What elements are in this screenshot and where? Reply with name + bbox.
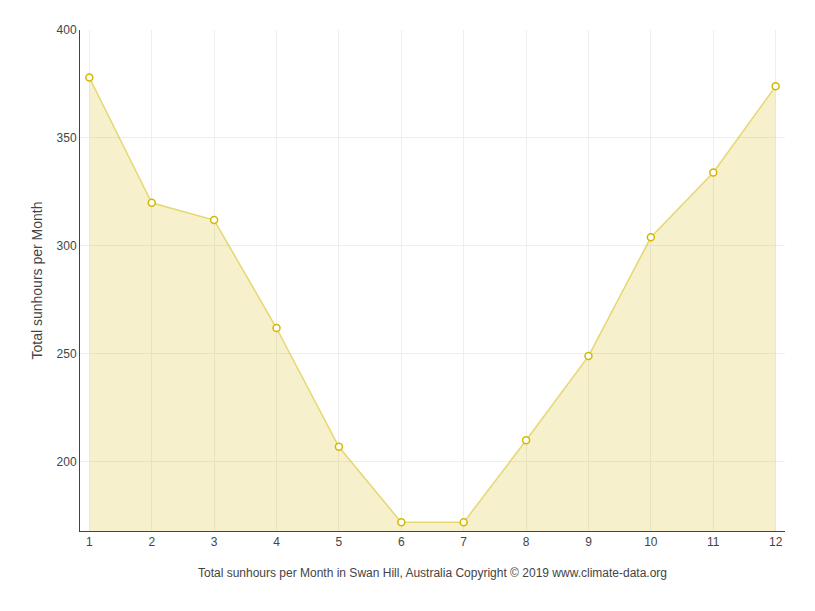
svg-text:5: 5 — [336, 535, 343, 549]
svg-text:Total sunhours per Month in Sw: Total sunhours per Month in Swan Hill, A… — [198, 566, 667, 580]
svg-text:300: 300 — [57, 239, 77, 253]
svg-text:2: 2 — [148, 535, 155, 549]
svg-text:11: 11 — [707, 535, 720, 549]
svg-text:10: 10 — [644, 535, 658, 549]
svg-text:400: 400 — [57, 23, 77, 37]
svg-text:3: 3 — [211, 535, 218, 549]
svg-text:Total sunhours per Month: Total sunhours per Month — [29, 202, 45, 360]
svg-text:1: 1 — [86, 535, 93, 549]
svg-text:8: 8 — [523, 535, 530, 549]
svg-text:9: 9 — [585, 535, 592, 549]
svg-text:350: 350 — [57, 131, 77, 145]
svg-text:250: 250 — [57, 347, 77, 361]
svg-text:6: 6 — [398, 535, 405, 549]
svg-text:12: 12 — [769, 535, 783, 549]
svg-text:4: 4 — [273, 535, 280, 549]
svg-text:7: 7 — [460, 535, 467, 549]
svg-text:200: 200 — [57, 455, 77, 469]
